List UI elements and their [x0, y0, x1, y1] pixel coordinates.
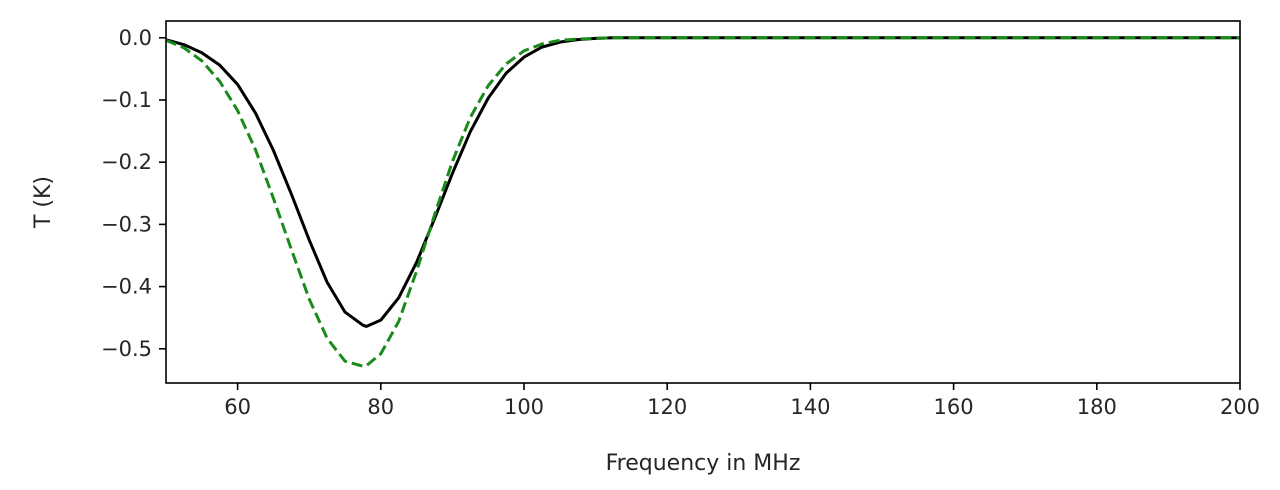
y-tick-label: −0.1: [101, 88, 152, 112]
y-tick-label: −0.5: [101, 337, 152, 361]
y-tick-label: −0.4: [101, 275, 152, 299]
y-tick-label: −0.3: [101, 212, 152, 236]
x-tick-label: 60: [224, 395, 251, 419]
x-tick-label: 200: [1220, 395, 1260, 419]
x-tick-label: 180: [1077, 395, 1117, 419]
series-layer: [166, 36, 1240, 368]
x-tick-label: 120: [647, 395, 687, 419]
y-tick-label: −0.2: [101, 150, 152, 174]
x-tick-label: 160: [934, 395, 974, 419]
y-axis: 0.0 −0.1 −0.2 −0.3 −0.4 −0.5: [101, 26, 166, 361]
plot-frame: [165, 20, 1241, 384]
x-axis: 60 80 100 120 140 160 180 200: [224, 383, 1260, 419]
y-tick-label: 0.0: [119, 26, 152, 50]
x-tick-label: 100: [504, 395, 544, 419]
series-line-2: [166, 36, 1240, 368]
x-tick-label: 80: [367, 395, 394, 419]
x-tick-label: 140: [790, 395, 830, 419]
x-axis-label: Frequency in MHz: [606, 451, 801, 476]
y-axis-label: T (K): [31, 176, 56, 229]
